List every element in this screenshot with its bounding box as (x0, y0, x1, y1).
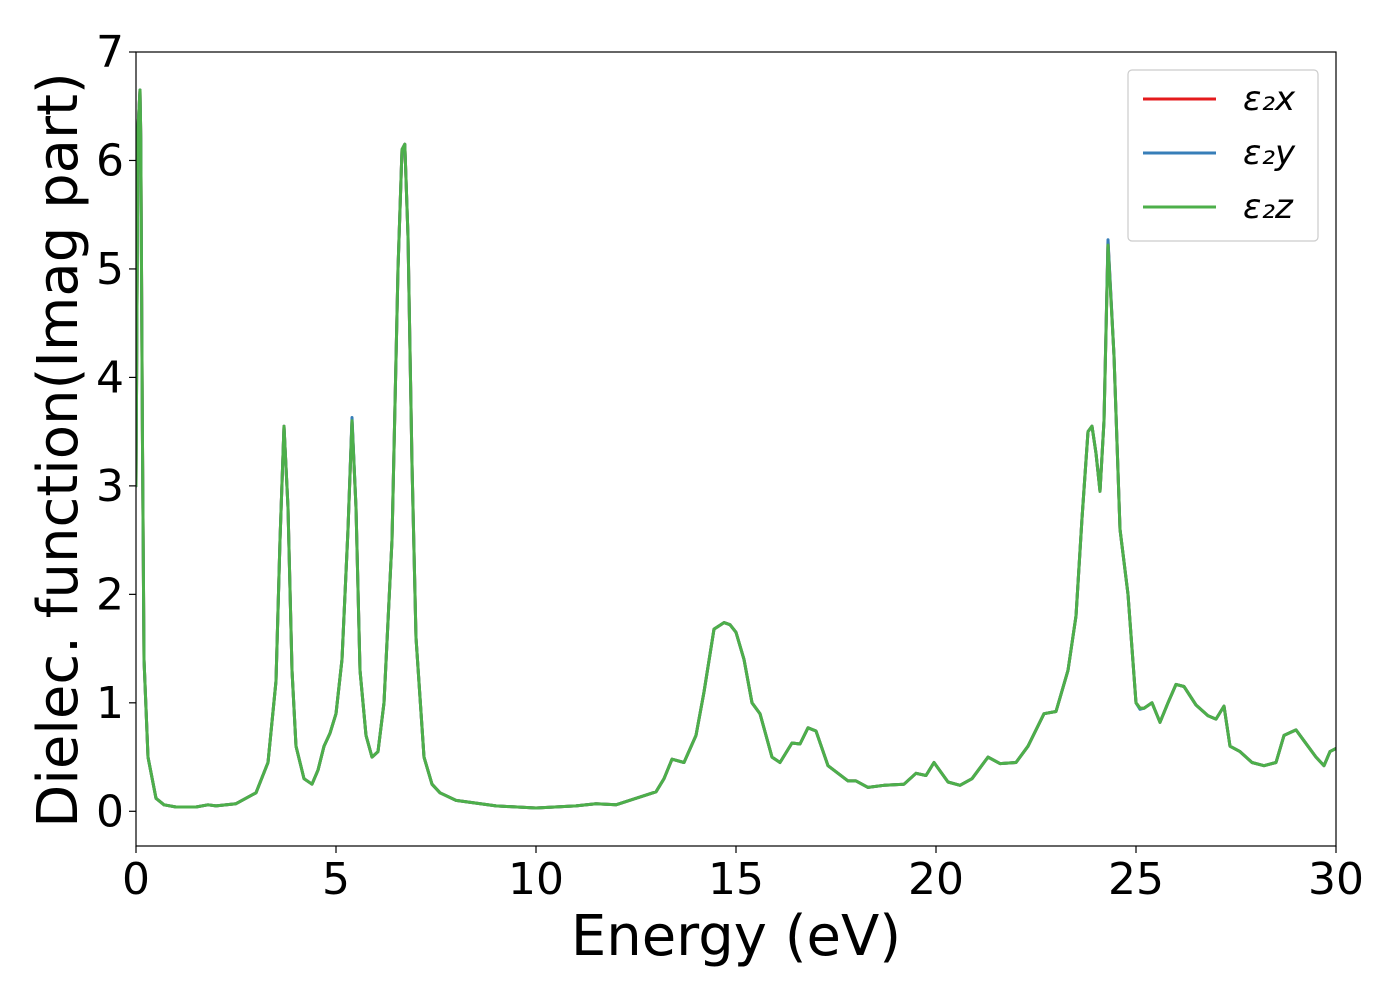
y-tick-label: 7 (96, 27, 124, 78)
series-layer (136, 88, 1336, 810)
y-tick-label: 3 (96, 461, 124, 512)
x-tick-label: 15 (708, 854, 764, 905)
y-tick-label: 5 (96, 244, 124, 295)
y-tick-label: 1 (96, 678, 124, 729)
y-axis: 0 1 2 3 4 5 6 7 (96, 27, 136, 837)
legend-box (1127, 69, 1319, 242)
x-tick-label: 30 (1308, 854, 1364, 905)
y-tick-label: 4 (96, 352, 124, 403)
x-axis-title: Energy (eV) (571, 904, 901, 969)
x-tick-label: 10 (508, 854, 564, 905)
x-axis: 0 5 10 15 20 25 30 (122, 846, 1364, 905)
legend-label-1: ε₂x (1243, 79, 1296, 119)
x-tick-label: 5 (322, 854, 350, 905)
x-tick-label: 0 (122, 854, 150, 905)
legend: ε₂x ε₂y ε₂z (1127, 69, 1319, 242)
y-axis-title: Dielec. function(Imag part) (26, 72, 91, 828)
y-tick-label: 2 (96, 569, 124, 620)
x-tick-label: 25 (1108, 854, 1164, 905)
y-tick-label: 6 (96, 135, 124, 186)
x-tick-label: 20 (908, 854, 964, 905)
series-line-3 (136, 88, 1336, 810)
y-tick-label: 0 (96, 786, 124, 837)
legend-label-2: ε₂y (1243, 133, 1296, 173)
legend-label-3: ε₂z (1243, 187, 1294, 227)
